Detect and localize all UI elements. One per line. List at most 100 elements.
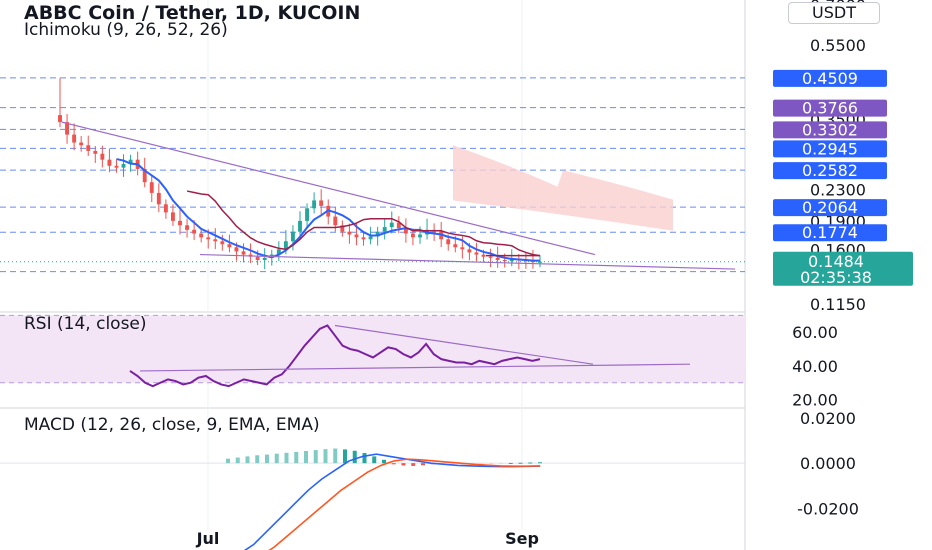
conversion-line <box>116 158 540 262</box>
candle <box>425 218 429 240</box>
macd-histogram-bar <box>508 462 513 464</box>
rsi-tick: 40.00 <box>792 357 838 376</box>
macd-histogram-bar <box>343 449 347 464</box>
macd-tick: -0.0200 <box>797 499 859 518</box>
candle <box>93 145 98 163</box>
macd-pane <box>0 448 745 550</box>
macd-histogram-bar <box>518 462 523 464</box>
svg-text:0.2945: 0.2945 <box>802 139 858 158</box>
candle <box>220 234 225 251</box>
candle <box>276 241 281 261</box>
macd-histogram-bar <box>265 454 269 464</box>
rsi-tick: 20.00 <box>792 391 838 410</box>
level-label: 0.4509 <box>773 69 887 88</box>
candle <box>199 228 204 243</box>
macd-histogram-bar <box>323 449 328 464</box>
level-label: 0.3766 <box>773 99 887 118</box>
candle <box>185 218 189 238</box>
svg-text:0.3302: 0.3302 <box>802 120 858 139</box>
price-tick: 0.2300 <box>810 180 866 199</box>
ichimoku-cloud <box>453 145 673 231</box>
rsi-band <box>0 315 745 383</box>
macd-histogram-bar <box>411 463 416 466</box>
candle <box>312 192 317 214</box>
rsi-line <box>129 324 541 388</box>
svg-text:0.1774: 0.1774 <box>802 223 858 242</box>
candle <box>474 242 479 261</box>
countdown: 02:35:38 <box>800 268 872 287</box>
candle <box>100 145 105 168</box>
candle <box>291 225 295 251</box>
macd-histogram-bar <box>245 456 250 464</box>
level-label: 0.2582 <box>773 161 887 180</box>
candle <box>114 159 119 173</box>
candle <box>86 135 91 156</box>
macd-histogram-bar <box>391 463 396 465</box>
price-tick: 0.5500 <box>810 36 866 55</box>
macd-histogram-bar <box>274 453 279 464</box>
svg-text:0.3766: 0.3766 <box>802 99 858 118</box>
macd-histogram-bar <box>489 463 494 465</box>
rsi-pane <box>0 314 745 388</box>
macd-histogram-bar <box>362 453 367 464</box>
candle <box>171 204 175 226</box>
candle <box>156 183 161 213</box>
candle <box>72 123 77 151</box>
price-pane <box>0 77 745 273</box>
candle <box>340 220 345 237</box>
signal-line <box>268 458 541 550</box>
macd-histogram-bar <box>333 448 338 464</box>
level-label: 0.2945 <box>773 139 887 158</box>
candle <box>65 114 69 144</box>
candle <box>248 243 253 264</box>
level-label: 0.2064 <box>773 198 887 217</box>
candle <box>149 175 154 203</box>
macd-histogram-bar <box>401 463 406 466</box>
macd-histogram-bar <box>499 463 503 465</box>
rsi-tick: 60.00 <box>792 323 838 342</box>
candle <box>531 249 535 269</box>
svg-text:0.4509: 0.4509 <box>802 69 858 88</box>
rsi-trendline-upper <box>334 324 594 365</box>
macd-histogram-bar <box>313 450 318 464</box>
currency-button[interactable]: USDT <box>788 2 880 24</box>
macd-histogram-bar <box>538 462 542 464</box>
macd-tick: 0.0200 <box>800 409 856 428</box>
candle <box>319 189 324 216</box>
macd-histogram-bar <box>382 459 386 464</box>
candle <box>241 243 246 263</box>
x-tick: Sep <box>505 529 539 548</box>
price-tick: 0.1150 <box>810 295 866 314</box>
macd-histogram-bar <box>372 456 377 464</box>
macd-histogram-bar <box>255 455 260 464</box>
candle <box>305 203 309 228</box>
trendline-upper <box>61 121 596 256</box>
macd-histogram-bar <box>352 450 357 464</box>
price-axis: 0.70000.55000.35000.23000.19000.16000.11… <box>196 0 913 548</box>
svg-text:0.2064: 0.2064 <box>802 198 858 217</box>
candle <box>58 78 62 128</box>
macd-tick: 0.0000 <box>800 454 856 473</box>
macd-histogram-bar <box>294 451 299 464</box>
level-label: 0.1774 <box>773 223 887 242</box>
candle <box>107 148 112 173</box>
macd-line <box>243 453 541 550</box>
svg-text:0.2582: 0.2582 <box>802 161 858 180</box>
candle <box>121 154 126 177</box>
grid <box>0 0 746 550</box>
candle <box>488 248 493 268</box>
rsi-legend: RSI (14, close) <box>24 314 147 334</box>
candle <box>382 219 387 240</box>
macd-histogram-bar <box>304 450 308 464</box>
current-price-value: 0.1484 <box>808 252 864 271</box>
macd-histogram-bar <box>479 463 484 465</box>
candle <box>227 234 232 253</box>
candle <box>298 211 302 240</box>
macd-histogram-bar <box>421 463 425 466</box>
chart-title: ABBC Coin / Tether, 1D, KUCOIN <box>24 2 361 24</box>
macd-histogram-bar <box>450 463 455 465</box>
macd-histogram-bar <box>528 462 533 464</box>
rsi-trendline-lower <box>139 363 691 372</box>
